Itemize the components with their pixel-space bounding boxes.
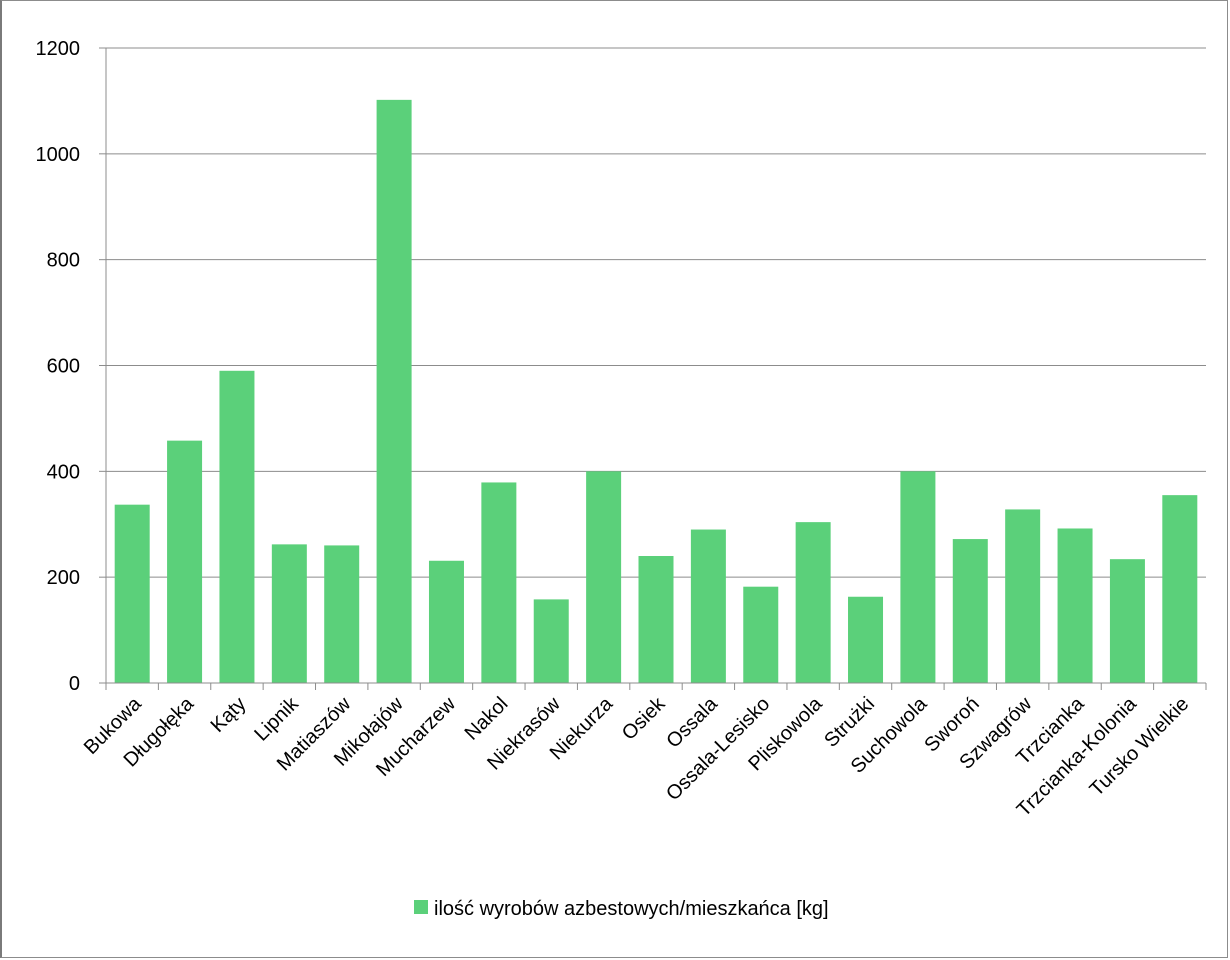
y-tick-labels: 0 200 400 600 800 1000 1200 [36, 38, 81, 695]
bar-0 [114, 504, 150, 683]
bar-20 [1162, 495, 1198, 683]
bars [114, 99, 1198, 683]
bar-3 [271, 544, 307, 683]
bar-13 [795, 522, 831, 683]
bar-10 [638, 556, 674, 683]
y-tick-label: 600 [47, 356, 80, 378]
bar-4 [324, 545, 360, 683]
bar-12 [743, 586, 779, 683]
bar-17 [1005, 509, 1041, 683]
bar-16 [952, 539, 988, 683]
bar-5 [376, 99, 412, 683]
bar-19 [1109, 559, 1145, 683]
bar-6 [428, 560, 464, 683]
y-tick-label: 1200 [36, 38, 81, 60]
bar-2 [219, 370, 255, 683]
bar-8 [533, 599, 569, 683]
bar-9 [586, 471, 622, 683]
legend-label: ilość wyrobów azbestowych/mieszkańca [kg… [434, 898, 829, 920]
x-tick-label: Kąty [207, 693, 251, 737]
bar-1 [167, 440, 203, 683]
y-tick-label: 200 [47, 567, 80, 589]
bar-14 [848, 596, 884, 683]
axes [105, 48, 1207, 690]
bar-18 [1057, 528, 1093, 683]
legend-swatch [414, 900, 428, 914]
y-tick-label: 400 [47, 461, 80, 483]
bar-7 [481, 482, 517, 683]
y-tick-label: 0 [69, 673, 80, 695]
bar-11 [690, 529, 726, 683]
bar-15 [900, 471, 936, 683]
y-tick-label: 1000 [36, 144, 81, 166]
legend: ilość wyrobów azbestowych/mieszkańca [kg… [414, 898, 829, 920]
y-tick-label: 800 [47, 250, 80, 272]
